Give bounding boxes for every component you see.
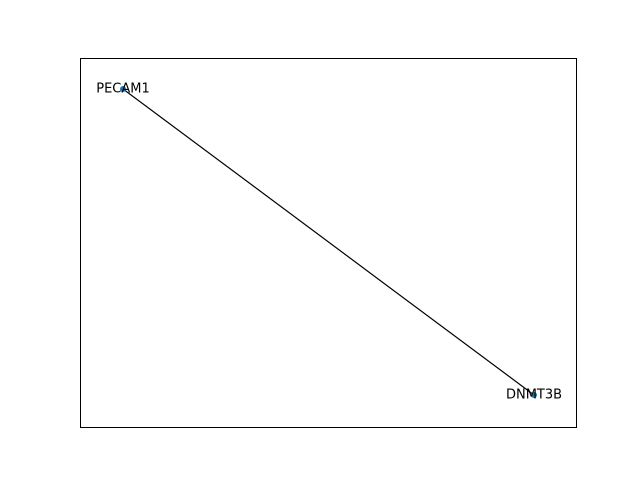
- node-label: PECAM1: [96, 82, 150, 97]
- node: [120, 86, 126, 92]
- edge: [122, 88, 535, 396]
- node: [531, 392, 537, 398]
- plot-frame: [80, 58, 577, 428]
- nodes: PECAM1 DNMT3B: [96, 82, 562, 403]
- node-label: DNMT3B: [506, 388, 562, 403]
